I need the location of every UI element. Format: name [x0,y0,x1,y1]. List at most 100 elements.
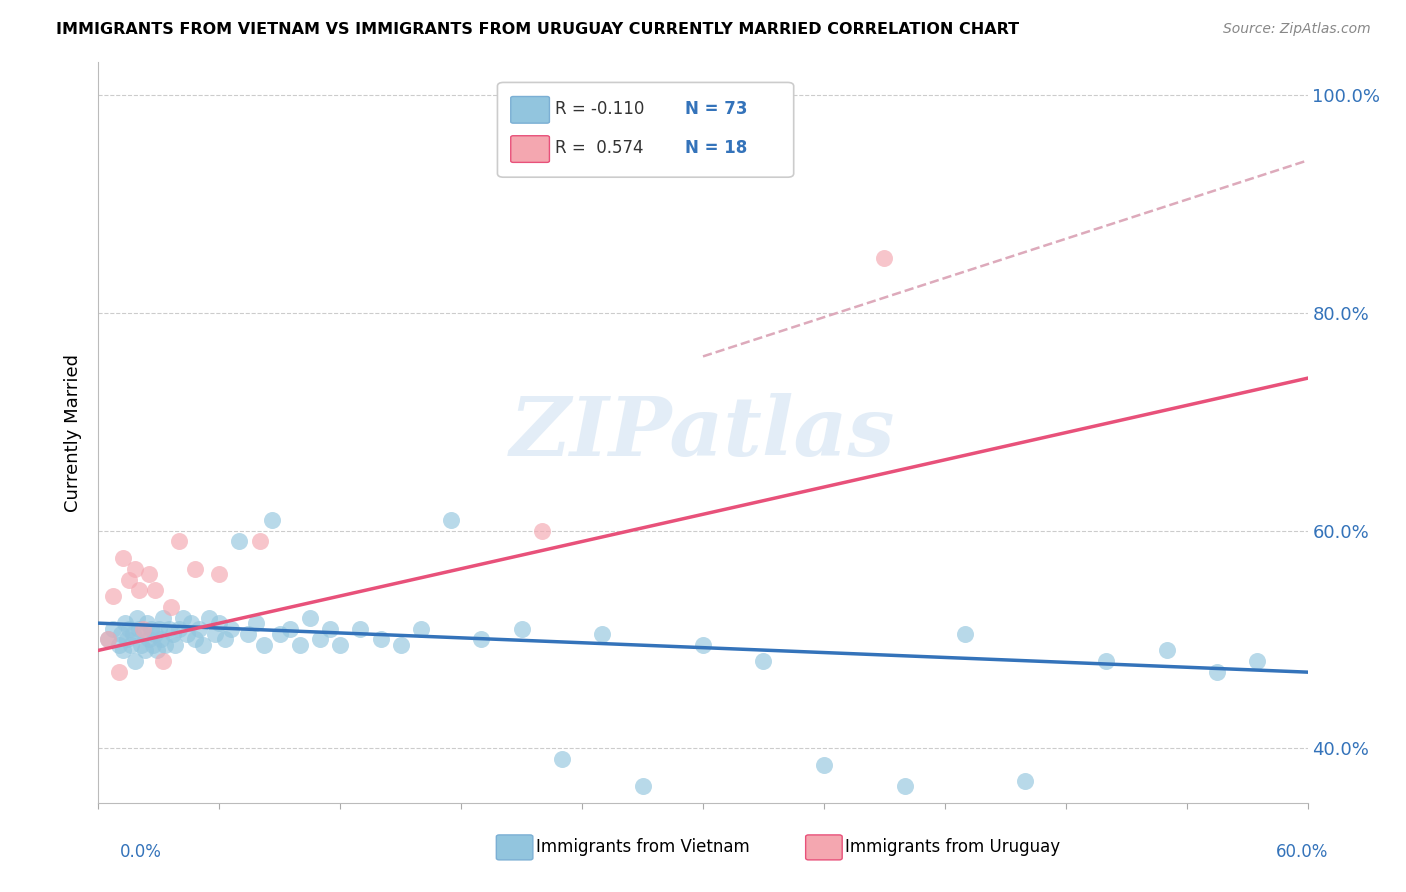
Point [440,513,463,527]
Text: N = 18: N = 18 [685,138,747,157]
Point [245,616,267,631]
Point [208,567,231,582]
Point [157,622,180,636]
Point [1156,643,1178,657]
FancyBboxPatch shape [498,82,793,178]
Point [370,632,392,647]
Point [389,638,412,652]
Point [1246,654,1268,668]
Point [269,627,291,641]
Point [128,622,150,636]
Point [551,752,574,766]
Point [163,638,186,652]
Point [188,622,211,636]
Text: Source: ZipAtlas.com: Source: ZipAtlas.com [1223,22,1371,37]
Point [288,638,311,652]
Point [138,567,160,582]
Point [510,622,533,636]
Point [198,611,221,625]
Point [180,616,202,631]
Point [110,627,132,641]
Point [299,611,322,625]
Point [97,632,120,647]
Point [114,616,136,631]
Text: Immigrants from Vietnam: Immigrants from Vietnam [536,838,749,856]
Point [167,622,190,636]
Point [176,627,198,641]
Point [115,632,138,647]
FancyBboxPatch shape [510,96,550,123]
Point [236,627,259,641]
Point [118,573,141,587]
Point [107,665,129,680]
Point [129,638,152,652]
Point [118,622,141,636]
Point [121,627,143,641]
Point [148,622,170,636]
Point [138,632,160,647]
Text: R =  0.574: R = 0.574 [555,138,644,157]
Point [1095,654,1118,668]
Point [873,252,896,266]
Point [120,638,142,652]
Point [149,632,172,647]
Point [260,513,283,527]
Point [143,627,166,641]
Point [893,780,915,794]
Point [172,611,194,625]
Point [184,632,207,647]
Text: R = -0.110: R = -0.110 [555,100,645,118]
Point [132,627,155,641]
Point [153,638,176,652]
Point [470,632,492,647]
Point [124,562,146,576]
Point [167,534,190,549]
Point [530,524,553,538]
Point [111,643,134,657]
Text: Immigrants from Uruguay: Immigrants from Uruguay [845,838,1060,856]
Point [204,627,226,641]
Point [152,654,174,668]
Point [128,583,150,598]
Point [349,622,371,636]
Point [125,611,148,625]
FancyBboxPatch shape [510,136,550,162]
Point [146,643,169,657]
Point [135,616,157,631]
Text: ZIPatlas: ZIPatlas [510,392,896,473]
Text: IMMIGRANTS FROM VIETNAM VS IMMIGRANTS FROM URUGUAY CURRENTLY MARRIED CORRELATION: IMMIGRANTS FROM VIETNAM VS IMMIGRANTS FR… [56,22,1019,37]
Point [107,638,129,652]
Point [221,622,243,636]
Text: 60.0%: 60.0% [1277,843,1329,861]
Point [813,757,835,772]
Point [409,622,432,636]
Point [253,638,276,652]
Text: 0.0%: 0.0% [120,843,162,861]
Point [1014,774,1036,789]
Point [97,632,120,647]
Point [249,534,271,549]
Point [1206,665,1229,680]
Point [143,583,166,598]
Point [631,780,654,794]
Point [278,622,301,636]
Y-axis label: Currently Married: Currently Married [65,353,83,512]
Point [214,632,236,647]
Point [162,627,184,641]
Point [111,550,134,565]
Point [134,643,156,657]
Point [184,562,207,576]
Point [101,589,124,603]
Point [208,616,231,631]
Point [152,611,174,625]
Point [139,622,162,636]
Point [953,627,976,641]
Text: N = 73: N = 73 [685,100,748,118]
Point [193,638,215,652]
Point [124,654,146,668]
Point [132,622,155,636]
Point [101,622,124,636]
Point [692,638,714,652]
Point [319,622,342,636]
Point [329,638,352,652]
